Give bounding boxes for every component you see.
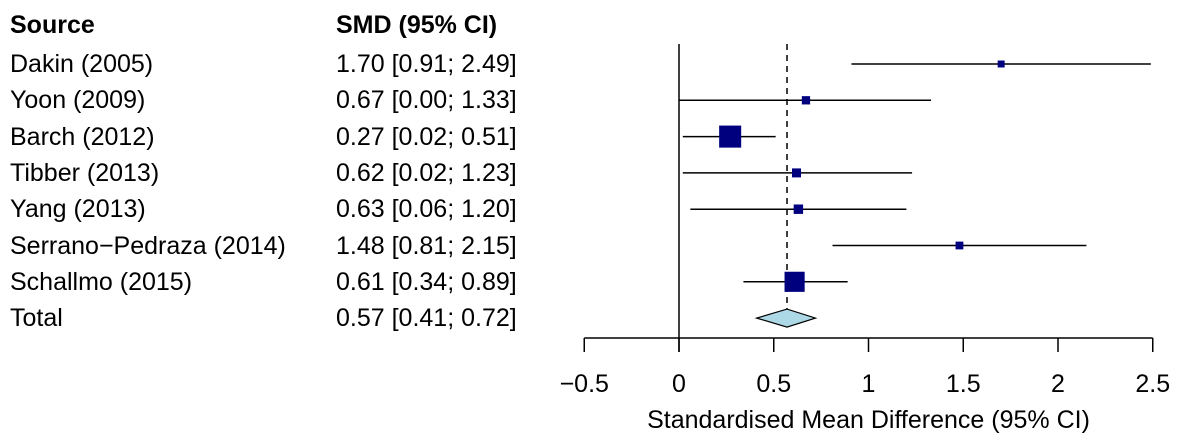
smd-column-header: SMD (95% CI) xyxy=(336,11,498,39)
study-ci-label: 0.61 [0.34; 0.89] xyxy=(336,267,517,296)
study-source-label: Yoon (2009) xyxy=(10,86,146,115)
effect-size-marker xyxy=(801,96,811,105)
effect-size-marker xyxy=(784,271,805,292)
study-source-label: Barch (2012) xyxy=(10,122,155,151)
x-tick-label: 2.5 xyxy=(1135,370,1170,398)
x-tick-label: 0 xyxy=(672,370,686,398)
study-source-label: Serrano−Pedraza (2014) xyxy=(10,231,286,260)
x-tick-label: 1.5 xyxy=(946,370,981,398)
effect-size-marker xyxy=(791,168,801,178)
effect-size-marker xyxy=(793,204,804,214)
study-source-label: Yang (2013) xyxy=(10,195,146,224)
x-tick-label: 0.5 xyxy=(756,370,791,398)
study-source-label: Tibber (2013) xyxy=(10,158,160,187)
study-ci-label: 0.27 [0.02; 0.51] xyxy=(336,122,517,151)
effect-size-marker xyxy=(997,60,1005,68)
study-ci-label: 0.63 [0.06; 1.20] xyxy=(336,195,517,224)
source-column-header: Source xyxy=(10,11,95,39)
study-ci-label: 1.70 [0.91; 2.49] xyxy=(336,50,517,78)
x-axis-title: Standardised Mean Difference (95% CI) xyxy=(647,406,1090,434)
study-ci-label: 0.62 [0.02; 1.23] xyxy=(336,158,517,187)
total-label: Total xyxy=(10,304,63,333)
study-source-label: Dakin (2005) xyxy=(10,50,154,78)
x-tick-label: 2 xyxy=(1051,370,1065,398)
study-ci-label: 1.48 [0.81; 2.15] xyxy=(336,231,517,260)
study-ci-label: 0.67 [0.00; 1.33] xyxy=(336,86,517,115)
study-source-label: Schallmo (2015) xyxy=(10,267,193,296)
effect-size-marker xyxy=(719,125,742,148)
total-ci-label: 0.57 [0.41; 0.72] xyxy=(336,304,517,333)
pooled-estimate-diamond xyxy=(754,308,818,328)
x-tick-label: −0.5 xyxy=(560,370,609,398)
effect-size-marker xyxy=(955,241,964,250)
x-tick-label: 1 xyxy=(862,370,876,398)
